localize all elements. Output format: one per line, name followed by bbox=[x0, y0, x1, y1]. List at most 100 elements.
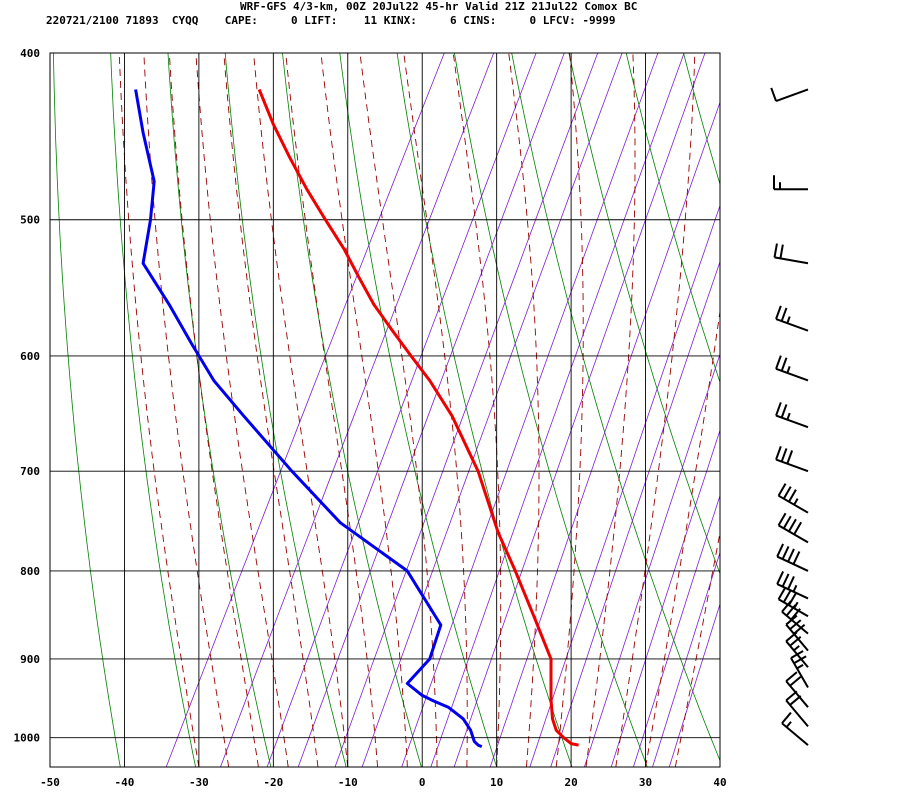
wind-barb-flag bbox=[789, 695, 802, 706]
wind-barb-flag bbox=[793, 521, 803, 535]
dry-adiabat bbox=[798, 53, 900, 767]
y-tick-label: 900 bbox=[20, 653, 40, 666]
wind-barb-column bbox=[770, 87, 809, 746]
wind-barb bbox=[781, 711, 809, 746]
wind-barb-flag bbox=[779, 244, 784, 259]
wind-barb-half-flag bbox=[786, 366, 791, 374]
wind-barb-staff bbox=[785, 623, 809, 652]
plot-area bbox=[50, 53, 720, 767]
x-tick-label: 20 bbox=[564, 776, 577, 789]
mixing-ratio-line bbox=[668, 602, 720, 767]
x-tick-label: -50 bbox=[40, 776, 60, 789]
wind-barb-flag bbox=[792, 551, 801, 565]
y-tick-label: 600 bbox=[20, 350, 40, 363]
wind-barb bbox=[785, 690, 809, 728]
x-tick-label: -20 bbox=[263, 776, 283, 789]
wind-barb bbox=[773, 243, 809, 265]
wind-barb-flag bbox=[789, 619, 802, 630]
dry-adiabat bbox=[167, 53, 272, 767]
mixing-ratio-line bbox=[633, 494, 720, 767]
wind-barb-half-flag bbox=[785, 721, 792, 728]
mixing-ratio-line bbox=[453, 53, 706, 767]
wind-barb-flag bbox=[776, 543, 785, 558]
dry-adiabat bbox=[110, 53, 196, 767]
x-tick-label: -40 bbox=[115, 776, 135, 789]
dry-adiabat bbox=[396, 53, 573, 767]
dry-adiabat bbox=[454, 53, 648, 767]
wind-barb-flag bbox=[780, 357, 788, 372]
x-tick-label: 0 bbox=[419, 776, 426, 789]
wind-barb bbox=[777, 512, 809, 544]
mixing-ratio-line bbox=[489, 101, 720, 767]
wind-barb-flag bbox=[780, 307, 788, 322]
mixing-ratio-line bbox=[529, 204, 720, 767]
moist-adiabat bbox=[223, 53, 319, 767]
y-tick-label: 800 bbox=[20, 565, 40, 578]
wind-barb bbox=[773, 175, 808, 191]
wind-barb-flag bbox=[781, 573, 790, 588]
moist-adiabat bbox=[195, 53, 289, 767]
moist-adiabat bbox=[285, 53, 379, 767]
wind-barb-flag bbox=[785, 671, 798, 682]
wind-barb-flag bbox=[777, 586, 787, 600]
mixing-ratio-line bbox=[401, 53, 659, 767]
wind-barb-flag bbox=[789, 675, 802, 687]
chart-title: WRF-GFS 4/3-km, 00Z 20Jul22 45-hr Valid … bbox=[240, 0, 638, 13]
temperature-profile bbox=[257, 88, 579, 747]
wind-barb-staff bbox=[781, 722, 809, 746]
wind-barb-half-flag bbox=[786, 316, 791, 324]
wind-barb-flag bbox=[782, 515, 792, 529]
wind-barb-flag bbox=[782, 486, 792, 500]
wind-barb bbox=[775, 305, 809, 332]
wind-barb-flag bbox=[787, 548, 795, 563]
wind-barb-flag bbox=[790, 650, 804, 659]
tick-labels: -50 -40 -30 -20 -10 0 10 20 30 40 400 500 600 700 800 9… bbox=[14, 47, 727, 789]
wind-barb-flag bbox=[788, 518, 797, 532]
dry-adiabat bbox=[53, 53, 121, 767]
moist-adiabat bbox=[645, 308, 720, 767]
dewpoint-profile bbox=[134, 89, 483, 748]
mixing-ratio-line bbox=[652, 551, 720, 767]
background-lines bbox=[53, 53, 900, 767]
wind-barb-flag bbox=[781, 546, 790, 560]
wind-barb-flag bbox=[787, 576, 795, 590]
wind-barb-flag bbox=[790, 608, 801, 621]
profile-series bbox=[134, 88, 579, 748]
wind-barb-half-flag bbox=[786, 412, 791, 421]
mixing-ratio-line bbox=[334, 53, 599, 767]
wind-barb-flag bbox=[793, 655, 807, 665]
x-tick-label: 10 bbox=[490, 776, 503, 789]
wind-barb-flag bbox=[788, 489, 797, 503]
wind-barb-flag bbox=[777, 483, 787, 497]
moist-adiabat bbox=[320, 53, 408, 767]
wind-barb-flag bbox=[785, 604, 797, 617]
wind-barb-flag bbox=[786, 450, 794, 464]
dry-adiabat bbox=[339, 53, 498, 767]
wind-barb-flag bbox=[782, 589, 792, 603]
wind-barb-half-flag bbox=[793, 498, 799, 506]
wind-barb-flag bbox=[780, 448, 788, 462]
mixing-ratio-line bbox=[297, 53, 565, 767]
wind-barb-half-flag bbox=[793, 645, 800, 652]
mixing-ratio-line bbox=[610, 428, 720, 767]
station-info-line: 220721/2100 71893 CYQQ CAPE: 0 LIFT: 11 … bbox=[46, 14, 616, 27]
wind-barb-staff bbox=[790, 657, 809, 688]
wind-barb-flag bbox=[775, 446, 782, 460]
wind-barb-flag bbox=[785, 631, 798, 642]
mixing-ratio-line bbox=[220, 53, 495, 767]
mixing-ratio-line bbox=[550, 260, 720, 767]
dry-adiabat bbox=[282, 53, 422, 767]
wind-barb-staff bbox=[775, 88, 809, 103]
dry-adiabat bbox=[568, 53, 720, 575]
wind-barb-half-flag bbox=[796, 664, 804, 670]
plot-frame bbox=[49, 52, 721, 768]
y-tick-label: 500 bbox=[20, 214, 40, 227]
wind-barb bbox=[775, 402, 809, 429]
mixing-ratio-line bbox=[165, 53, 445, 767]
wind-barb-flag bbox=[770, 87, 777, 102]
moist-adiabat bbox=[118, 53, 200, 767]
wind-barb-flag bbox=[775, 355, 782, 370]
wind-barb-half-flag bbox=[792, 584, 798, 593]
dry-adiabat bbox=[741, 53, 900, 767]
